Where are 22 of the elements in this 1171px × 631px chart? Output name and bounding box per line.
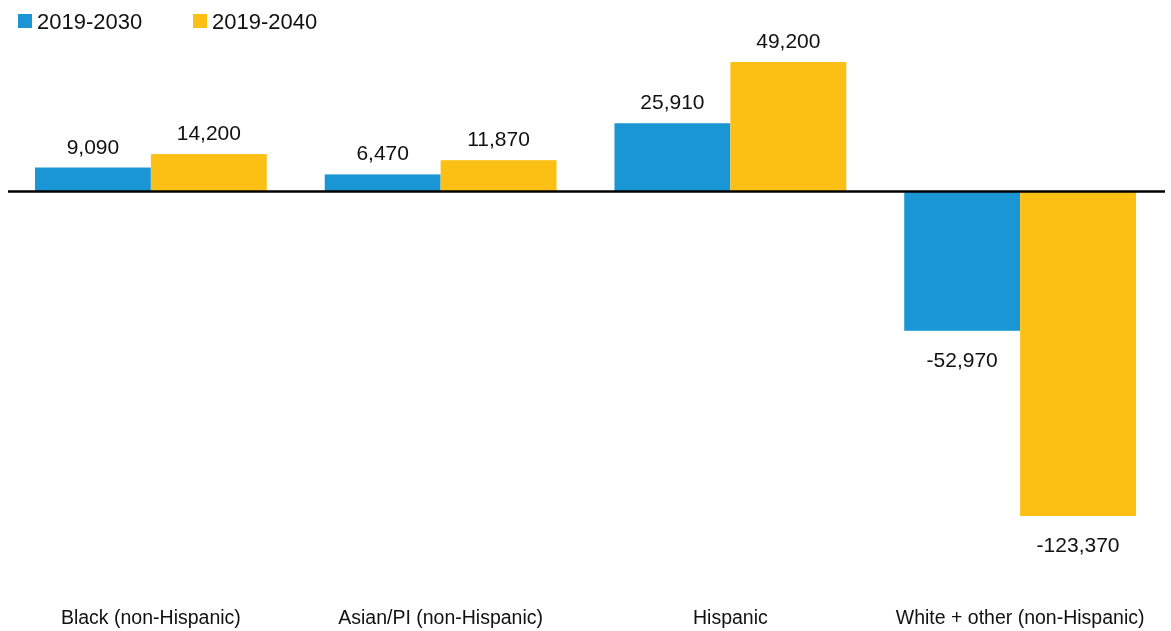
data-label: 49,200 <box>756 29 821 52</box>
bar <box>150 154 267 192</box>
data-label: -52,970 <box>926 347 998 371</box>
bar <box>34 167 151 192</box>
x-tick-label: Asian/PI (non-Hispanic) <box>338 606 544 628</box>
bar <box>440 160 557 192</box>
bar <box>904 191 1021 331</box>
bar <box>324 174 441 192</box>
x-tick-label: White + other (non-Hispanic) <box>895 606 1145 628</box>
data-label: -123,370 <box>1036 533 1120 556</box>
data-label: 25,910 <box>640 90 705 114</box>
bar <box>730 62 847 192</box>
bar <box>614 123 731 192</box>
data-label: 14,200 <box>176 121 241 145</box>
legend-label: 2019-2030 <box>37 8 143 34</box>
bar <box>1020 191 1137 516</box>
data-label: 9,090 <box>66 134 120 158</box>
legend-label: 2019-2040 <box>212 8 318 34</box>
data-label: 6,470 <box>356 141 409 165</box>
x-tick-label: Hispanic <box>692 606 769 628</box>
x-tick-label: Black (non-Hispanic) <box>60 606 241 628</box>
data-label: 11,870 <box>467 127 530 151</box>
